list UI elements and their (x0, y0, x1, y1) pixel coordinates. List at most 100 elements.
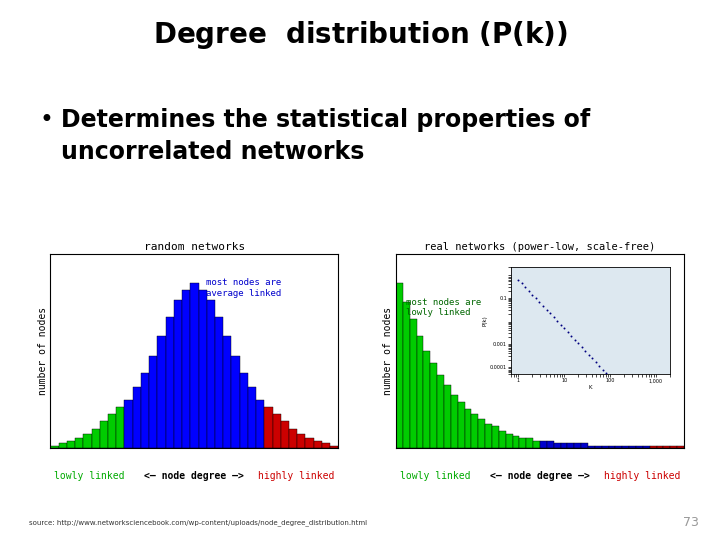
Bar (561, 443, 567, 448)
Bar (608, 446, 616, 448)
Bar (248, 388, 256, 448)
Point (593, 362, 605, 370)
Bar (330, 446, 338, 448)
Text: Degree  distribution ($\mathbf{P(k)}$): Degree distribution ($\mathbf{P(k)}$) (153, 19, 567, 51)
Point (523, 287, 535, 295)
Bar (281, 421, 289, 448)
Bar (505, 434, 513, 448)
Bar (444, 385, 451, 448)
Point (580, 347, 591, 355)
Text: source: http://www.networksciencebook.com/wp-content/uploads/node_degree_distrib: source: http://www.networksciencebook.co… (29, 519, 367, 526)
Point (520, 283, 531, 292)
Bar (437, 375, 444, 448)
Bar (231, 356, 240, 448)
Point (615, 384, 626, 393)
Bar (649, 446, 657, 448)
Point (559, 324, 570, 333)
Point (576, 343, 588, 352)
Text: •: • (40, 108, 53, 132)
Point (608, 376, 619, 385)
Text: 73: 73 (683, 516, 698, 529)
Bar (423, 351, 431, 448)
Bar (116, 407, 125, 448)
Bar (657, 446, 663, 448)
Point (516, 279, 528, 288)
Bar (190, 283, 199, 448)
Bar (595, 446, 602, 448)
Bar (273, 414, 281, 448)
Bar (297, 434, 305, 448)
Text: lowly linked: lowly linked (400, 471, 470, 481)
Bar (50, 446, 58, 448)
Bar (289, 429, 297, 448)
Bar (141, 373, 149, 448)
Text: lowly linked: lowly linked (54, 471, 125, 481)
Bar (166, 317, 174, 448)
Bar (314, 441, 322, 448)
Bar (670, 446, 677, 448)
Point (597, 365, 608, 374)
Bar (588, 446, 595, 448)
Bar (84, 434, 91, 448)
Bar (403, 302, 410, 448)
Point (600, 369, 612, 377)
Bar (472, 414, 478, 448)
Title: real networks (power-low, scale-free): real networks (power-low, scale-free) (424, 241, 656, 252)
Point (587, 354, 598, 363)
Point (604, 373, 616, 381)
Y-axis label: number of nodes: number of nodes (383, 307, 393, 395)
Bar (663, 446, 670, 448)
Point (569, 335, 580, 344)
Point (537, 301, 549, 310)
Bar (519, 438, 526, 448)
Bar (417, 336, 423, 448)
Bar (485, 424, 492, 448)
Bar (629, 446, 636, 448)
Y-axis label: number of nodes: number of nodes (37, 307, 48, 395)
Bar (174, 300, 182, 448)
Bar (322, 443, 330, 448)
Point (552, 316, 563, 325)
Bar (199, 291, 207, 448)
Bar (91, 429, 100, 448)
Bar (643, 446, 649, 448)
Text: most nodes are
average linked: most nodes are average linked (206, 278, 281, 298)
Point (611, 380, 623, 389)
Bar (513, 436, 519, 448)
Point (534, 298, 545, 306)
Bar (431, 363, 437, 448)
Bar (458, 402, 464, 448)
Bar (240, 373, 248, 448)
Bar (616, 446, 622, 448)
Point (541, 305, 552, 314)
Y-axis label: P(k): P(k) (482, 315, 487, 326)
Bar (492, 427, 499, 448)
Bar (396, 283, 403, 448)
Bar (533, 441, 540, 448)
Bar (256, 400, 264, 448)
Point (562, 328, 573, 336)
Bar (526, 438, 533, 448)
Point (626, 395, 637, 404)
Point (618, 388, 630, 396)
Bar (305, 438, 314, 448)
Text: <– node degree –>: <– node degree –> (145, 471, 244, 481)
Bar (464, 409, 472, 448)
Point (643, 414, 654, 423)
X-axis label: K: K (589, 385, 592, 390)
Point (650, 422, 662, 430)
Bar (410, 319, 417, 448)
Bar (451, 395, 458, 448)
Bar (67, 441, 75, 448)
Point (565, 332, 577, 340)
Bar (567, 443, 575, 448)
Bar (108, 414, 116, 448)
Bar (622, 446, 629, 448)
Bar (575, 443, 581, 448)
Bar (581, 443, 588, 448)
Bar (547, 441, 554, 448)
Point (544, 309, 556, 318)
Bar (677, 446, 684, 448)
Point (629, 399, 640, 408)
Bar (182, 291, 190, 448)
